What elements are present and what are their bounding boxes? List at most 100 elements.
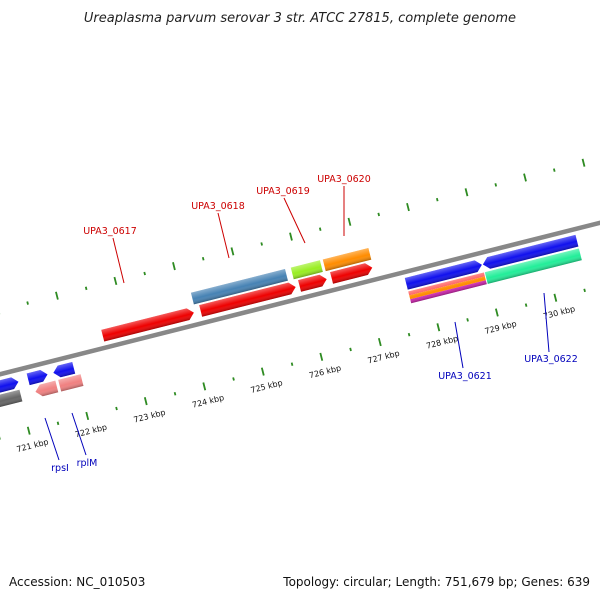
gene-label-layer: UPA3_0617 UPA3_0618 UPA3_0619 UPA3_0620 … [44, 174, 578, 474]
feature-0621-multi[interactable] [408, 272, 487, 304]
minor-tick-bottom [173, 391, 177, 396]
major-tick-top [523, 173, 527, 182]
ruler-label-721-kbp: 721 kbp [16, 437, 50, 454]
feature-shading [0, 389, 23, 410]
minor-tick-bottom [466, 318, 469, 322]
tick-rows [0, 158, 586, 440]
minor-tick-top [494, 183, 498, 187]
feature-0622-teal[interactable] [484, 248, 582, 284]
feature-0617[interactable] [101, 307, 195, 342]
major-tick-bottom [319, 352, 324, 361]
minor-tick-top [553, 168, 556, 172]
gene-label-upa3-0619[interactable]: UPA3_0619 [256, 186, 310, 197]
major-tick-top [172, 262, 176, 271]
label-leader-rpsi [44, 417, 60, 461]
feature-shading [322, 247, 372, 272]
minor-tick-top [26, 301, 29, 305]
label-leader-upa3-0619 [283, 197, 306, 244]
feature-0618-blue[interactable] [190, 269, 288, 305]
minor-tick-bottom [232, 377, 235, 381]
major-tick-top [464, 188, 469, 197]
minor-tick-bottom [524, 303, 528, 307]
feature-shading [290, 260, 323, 280]
ruler-label-729-kbp: 729 kbp [484, 319, 518, 336]
ruler-label-724-kbp: 724 kbp [191, 393, 225, 410]
feature-shading [190, 269, 288, 305]
major-tick-bottom [26, 426, 31, 435]
major-tick-bottom [495, 308, 499, 317]
minor-tick-bottom [0, 436, 1, 440]
minor-tick-bottom [349, 347, 352, 352]
ruler-label-726-kbp: 726 kbp [308, 363, 342, 380]
feature-layer [0, 234, 582, 410]
ruler-label-725-kbp: 725 kbp [250, 378, 284, 395]
linear-track: 721 kbp 722 kbp 723 kbp 724 kbp 725 kbp 726 k… [0, 158, 600, 454]
feature-left-blue-2[interactable] [26, 369, 49, 386]
feature-0621-blue[interactable] [404, 259, 484, 290]
ruler-labels: 721 kbp 722 kbp 723 kbp 724 kbp 725 kbp 726 k… [16, 304, 576, 454]
feature-left-gray[interactable] [0, 389, 23, 410]
feature-0619-red[interactable] [298, 273, 328, 292]
major-tick-bottom [202, 382, 207, 391]
minor-tick-top [260, 242, 263, 246]
feature-0620-red[interactable] [330, 262, 374, 284]
major-tick-top [347, 217, 352, 226]
gene-label-upa3-0621[interactable]: UPA3_0621 [438, 371, 492, 382]
minor-tick-top [435, 197, 439, 202]
minor-tick-top [377, 212, 381, 217]
major-tick-bottom [85, 411, 90, 421]
ruler-label-723-kbp: 723 kbp [133, 408, 167, 425]
feature-rplm[interactable] [58, 374, 84, 392]
feature-0618-red[interactable] [199, 281, 297, 317]
major-tick-bottom [553, 293, 558, 302]
feature-shading [0, 377, 19, 397]
label-leader-upa3-0618 [217, 212, 230, 259]
feature-0622-blue[interactable] [481, 234, 579, 270]
gene-label-upa3-0620[interactable]: UPA3_0620 [317, 174, 371, 185]
feature-shading [101, 308, 194, 342]
gene-label-upa3-0618[interactable]: UPA3_0618 [191, 201, 245, 212]
major-tick-top [113, 276, 118, 286]
major-tick-top [289, 232, 293, 241]
ruler-label-722-kbp: 722 kbp [74, 423, 108, 440]
minor-tick-top [201, 256, 205, 261]
major-tick-top [406, 202, 410, 212]
feature-shading [53, 361, 76, 378]
accession-text: Accession: NC_010503 [9, 575, 145, 589]
feature-shading [298, 274, 327, 292]
feature-left-blue-3[interactable] [52, 361, 76, 379]
minor-tick-bottom [290, 362, 294, 366]
label-leader-rplm [71, 412, 87, 456]
feature-shading [35, 380, 59, 397]
minor-tick-top [84, 286, 88, 291]
gene-label-rpsi[interactable]: rpsI [51, 463, 69, 474]
minor-tick-bottom [115, 406, 118, 411]
feature-shading [330, 263, 373, 284]
feature-rpsi[interactable] [34, 380, 59, 398]
feature-left-blue-1[interactable] [0, 376, 20, 397]
major-tick-bottom [377, 337, 382, 347]
minor-tick-bottom [56, 421, 60, 426]
major-tick-top [55, 291, 59, 300]
feature-shading [199, 282, 296, 317]
genome-summary-text: Topology: circular; Length: 751,679 bp; … [282, 575, 590, 589]
feature-shading [404, 260, 482, 290]
gene-label-upa3-0617[interactable]: UPA3_0617 [83, 226, 137, 237]
major-tick-bottom [143, 397, 148, 406]
feature-shading [408, 272, 487, 304]
ruler-label-730-kbp: 730 kbp [542, 304, 576, 321]
genome-backbone [0, 215, 600, 382]
label-leader-upa3-0622 [543, 292, 550, 353]
major-tick-bottom [260, 367, 265, 376]
feature-0620-orange[interactable] [322, 247, 372, 272]
gene-label-upa3-0622[interactable]: UPA3_0622 [524, 354, 578, 365]
ruler-label-727-kbp: 727 kbp [367, 349, 401, 366]
feature-shading [484, 248, 582, 284]
gene-label-rplm[interactable]: rplM [77, 458, 98, 469]
minor-tick-bottom [407, 332, 411, 337]
feature-shading [482, 234, 579, 269]
feature-shading [26, 370, 48, 386]
major-tick-bottom [436, 323, 441, 332]
feature-0619-green[interactable] [290, 260, 323, 280]
